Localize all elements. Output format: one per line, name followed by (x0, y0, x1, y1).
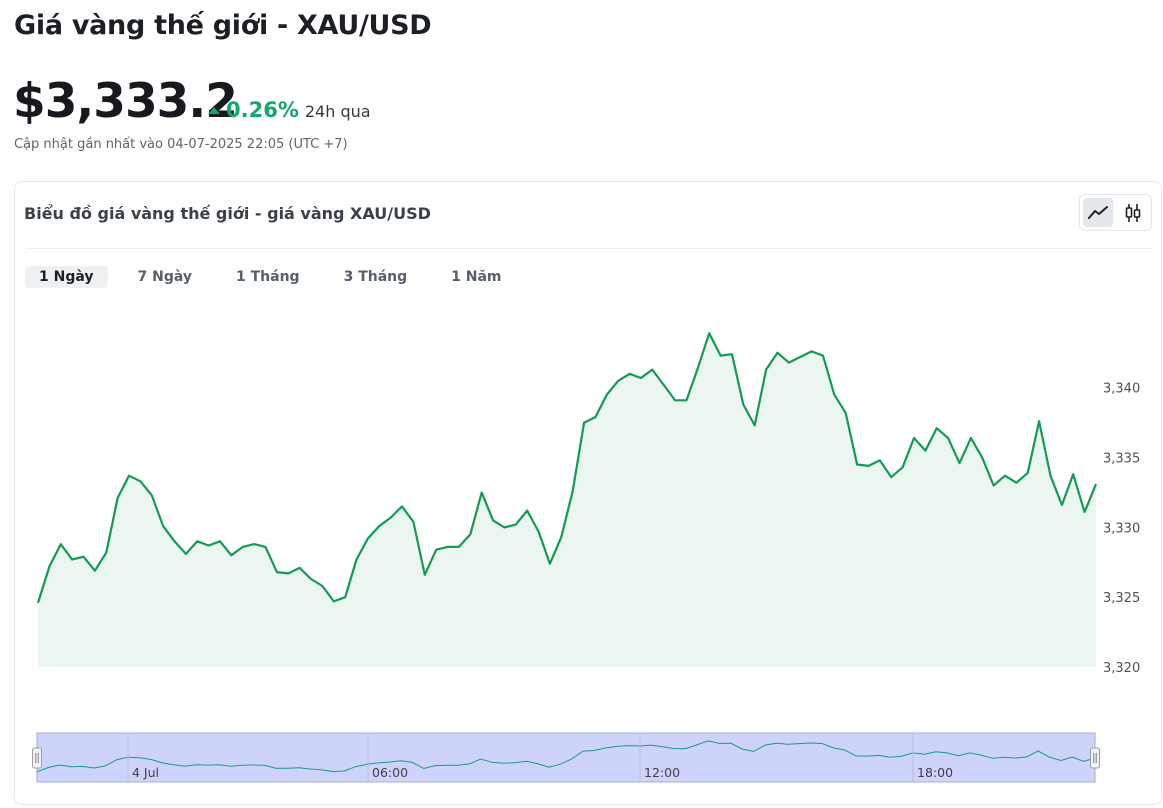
chart-type-toggle (1079, 194, 1152, 231)
main-plot (36, 332, 1098, 667)
price-change: 0.26% 24h qua (208, 98, 371, 122)
last-updated: Cập nhật gần nhất vào 04-07-2025 22:05 (… (14, 137, 348, 152)
price-line (36, 332, 1098, 604)
navigator-x-label: 06:00 (372, 765, 408, 780)
y-tick-label: 3,340 (1103, 382, 1140, 397)
y-tick-label: 3,335 (1103, 452, 1140, 467)
y-tick-label: 3,330 (1103, 521, 1140, 536)
range-tabs: 1 Ngày 7 Ngày 1 Tháng 3 Tháng 1 Năm (25, 266, 532, 288)
current-price: $3,333.2 (13, 74, 238, 129)
range-tab-1-day[interactable]: 1 Ngày (25, 266, 108, 288)
range-tab-1-year[interactable]: 1 Năm (451, 269, 502, 285)
range-tab-1-month[interactable]: 1 Tháng (236, 269, 300, 285)
range-tab-7-days[interactable]: 7 Ngày (137, 269, 193, 285)
up-arrow-icon (208, 107, 220, 114)
navigator-x-label: 12:00 (644, 765, 680, 780)
navigator-right-handle[interactable] (1090, 747, 1100, 769)
change-percent: 0.26% (226, 98, 299, 122)
chart-card-title: Biểu đồ giá vàng thế giới - giá vàng XAU… (24, 204, 431, 223)
navigator-window[interactable] (36, 732, 1096, 783)
navigator: 4 Jul 06:00 12:00 18:00 (32, 732, 1100, 783)
line-chart-button[interactable] (1083, 198, 1113, 227)
navigator-x-label: 18:00 (917, 765, 953, 780)
y-tick-label: 3,325 (1103, 591, 1140, 606)
change-period: 24h qua (304, 102, 371, 121)
navigator-line (36, 740, 1096, 773)
line-chart-icon (1088, 205, 1108, 219)
candlestick-icon (1125, 203, 1141, 222)
y-axis: 3,340 3,335 3,330 3,325 3,320 (1103, 382, 1140, 676)
navigator-left-handle[interactable] (32, 747, 42, 769)
price-area (38, 333, 1096, 667)
card-divider (26, 248, 1152, 249)
range-tab-3-months[interactable]: 3 Tháng (343, 269, 408, 285)
candlestick-button[interactable] (1118, 198, 1148, 227)
y-tick-label: 3,320 (1103, 661, 1140, 676)
page-title: Giá vàng thế giới - XAU/USD (14, 10, 432, 41)
navigator-x-label: 4 Jul (132, 765, 159, 780)
